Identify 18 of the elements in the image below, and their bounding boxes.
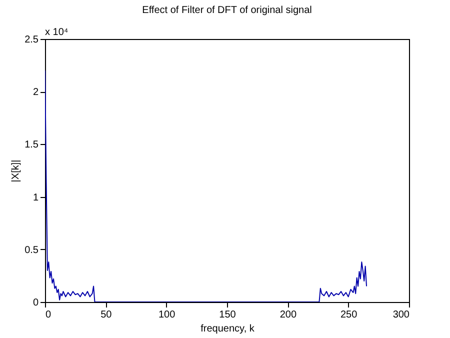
line-series (45, 70, 368, 302)
x-tick-label: 100 (158, 310, 176, 320)
x-tick-label: 0 (46, 310, 52, 320)
x-tick-label: 50 (100, 310, 112, 320)
x-tick-label: 150 (219, 310, 236, 320)
x-axis-title: frequency, k (200, 324, 256, 334)
y-tick-label: 2 (32, 87, 39, 98)
y-tick-label: 1 (32, 192, 39, 204)
x-tick-label: 250 (340, 310, 358, 320)
text: x 10⁴ (45, 27, 68, 38)
y-axis-title: |X[k]| (10, 160, 22, 182)
y-tick-label: 1.5 (24, 140, 39, 151)
chart-title: Effect of Filter of DFT of original signal (142, 5, 312, 16)
x-tick-label: 300 (392, 310, 410, 320)
y-tick-label: 0 (32, 298, 39, 308)
x-tick-label: 200 (280, 310, 297, 320)
y-tick-label: 2.5 (24, 34, 39, 46)
y-tick-label: 0.5 (24, 244, 39, 256)
